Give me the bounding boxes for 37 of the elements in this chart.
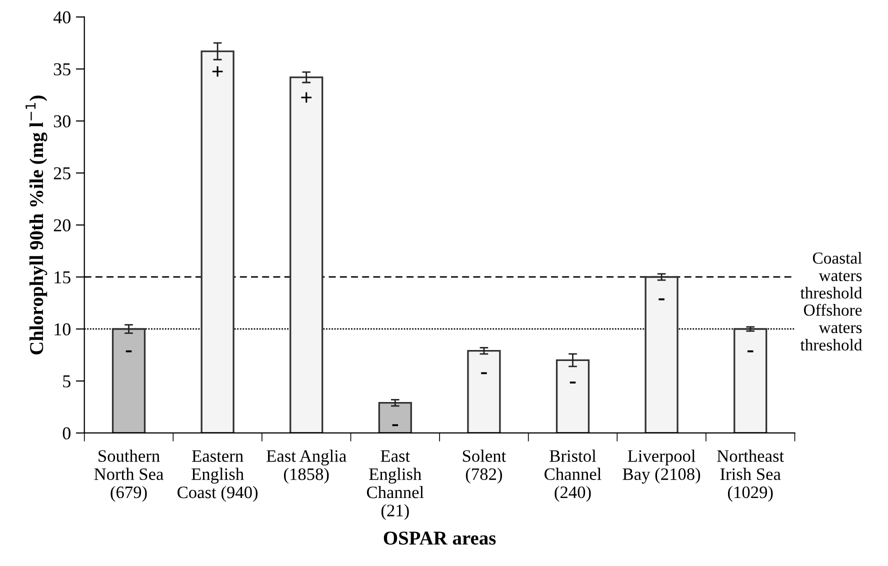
annotation: - xyxy=(570,382,576,384)
y-tick-label: 5 xyxy=(63,375,70,388)
bar xyxy=(467,350,501,433)
y-tick-label: 25 xyxy=(54,167,70,180)
x-tick-label: Eastern English Coast (940) xyxy=(178,450,258,502)
x-tick-label: Bristol Channel (240) xyxy=(544,450,602,502)
bar xyxy=(112,328,146,433)
ref-line-label: Coastal waters threshold xyxy=(800,252,862,299)
annotation: - xyxy=(481,372,487,374)
bar xyxy=(200,50,234,433)
y-tick-label: 0 xyxy=(62,427,70,440)
y-tick-label: 20 xyxy=(54,219,70,232)
x-tick-label: Southern North Sea (679) xyxy=(94,450,164,502)
bar xyxy=(734,328,768,433)
annotation: - xyxy=(126,350,132,352)
bar xyxy=(290,76,324,433)
y-tick-label: 30 xyxy=(54,115,70,128)
y-axis-title: Chlorophyll 90th %ile (mg l$^{−1}$) xyxy=(26,96,48,354)
bar xyxy=(378,402,412,433)
x-tick-label: East English Channel (21) xyxy=(366,450,424,520)
annotation: - xyxy=(392,424,398,426)
y-tick-label: 35 xyxy=(54,63,70,76)
x-axis-title: OSPAR areas xyxy=(384,532,496,545)
annotation: + xyxy=(301,92,312,103)
x-tick-label: Solent (782) xyxy=(462,450,506,484)
annotation: - xyxy=(747,350,754,352)
annotation: + xyxy=(212,66,223,77)
bar xyxy=(556,359,590,433)
ref-line-label: Offshore waters threshold xyxy=(800,304,862,351)
y-tick-label: 10 xyxy=(54,323,70,336)
x-tick-label: Northeast Irish Sea (1029) xyxy=(717,450,784,502)
annotation: - xyxy=(658,298,664,300)
y-tick-label: 40 xyxy=(53,11,70,24)
x-tick-label: Liverpool Bay (2108) xyxy=(622,450,700,484)
bar xyxy=(644,276,678,433)
x-tick-label: East Anglia (1858) xyxy=(266,450,346,484)
y-tick-label: 15 xyxy=(54,271,70,284)
